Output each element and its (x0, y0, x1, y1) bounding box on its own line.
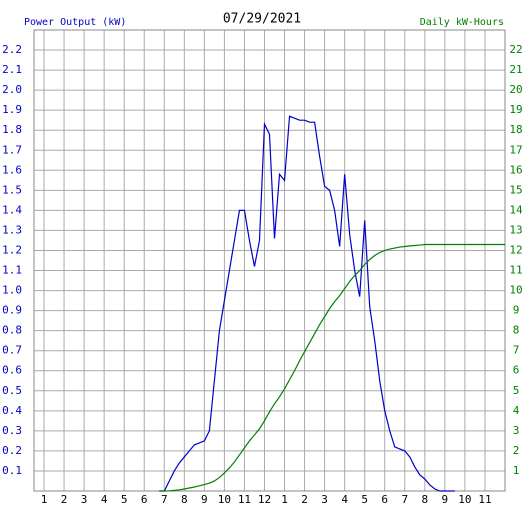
y-tick-label: 2.1 (2, 63, 22, 76)
y2-tick-label: 2 (513, 444, 520, 457)
y2-tick-label: 15 (509, 183, 522, 196)
x-tick-label: 4 (341, 493, 348, 506)
x-tick-label: 12 (258, 493, 271, 506)
x-tick-label: 10 (218, 493, 231, 506)
y-tick-label: 0.3 (2, 424, 22, 437)
x-tick-label: 5 (121, 493, 128, 506)
y-axis-label: Power Output (kW) (24, 17, 126, 28)
y-tick-label: 1.4 (2, 203, 22, 216)
y2-tick-label: 9 (513, 304, 520, 317)
x-tick-label: 7 (161, 493, 168, 506)
y2-tick-label: 18 (509, 123, 522, 136)
y2-tick-label: 12 (509, 243, 522, 256)
y-tick-label: 0.5 (2, 384, 22, 397)
y2-tick-label: 1 (513, 464, 520, 477)
y-tick-label: 1.3 (2, 223, 22, 236)
x-tick-label: 6 (381, 493, 388, 506)
x-tick-label: 10 (458, 493, 471, 506)
y2-tick-label: 17 (509, 143, 522, 156)
y-tick-label: 1.7 (2, 143, 22, 156)
x-tick-label: 11 (478, 493, 491, 506)
y-tick-label: 1.0 (2, 284, 22, 297)
x-tick-label: 9 (201, 493, 208, 506)
y2-tick-label: 6 (513, 364, 520, 377)
x-tick-label: 9 (442, 493, 449, 506)
y-tick-label: 0.2 (2, 444, 22, 457)
y-tick-label: 1.9 (2, 103, 22, 116)
y2-tick-label: 5 (513, 384, 520, 397)
y-tick-label: 1.2 (2, 243, 22, 256)
y-tick-label: 1.6 (2, 163, 22, 176)
x-tick-label: 4 (101, 493, 108, 506)
y2-tick-label: 3 (513, 424, 520, 437)
plot-border (33, 29, 506, 492)
y2-tick-label: 7 (513, 344, 520, 357)
y2-tick-label: 10 (509, 284, 522, 297)
x-tick-label: 7 (401, 493, 408, 506)
x-tick-label: 2 (61, 493, 68, 506)
y2-tick-label: 20 (509, 83, 522, 96)
y2-tick-label: 11 (509, 264, 522, 277)
y2-tick-label: 16 (509, 163, 522, 176)
y-tick-label: 0.7 (2, 344, 22, 357)
data-line (159, 115, 455, 492)
x-tick-label: 1 (281, 493, 288, 506)
y-tick-label: 0.4 (2, 404, 22, 417)
x-tick-label: 2 (301, 493, 308, 506)
chart-title: 07/29/2021 (223, 12, 301, 27)
y-tick-label: 2.2 (2, 43, 22, 56)
y-tick-label: 0.1 (2, 464, 22, 477)
x-tick-label: 11 (238, 493, 251, 506)
x-tick-label: 1 (41, 493, 48, 506)
y2-tick-label: 8 (513, 324, 520, 337)
x-tick-label: 5 (361, 493, 368, 506)
y2-tick-label: 14 (509, 203, 523, 216)
y2-tick-label: 22 (509, 43, 522, 56)
x-tick-label: 6 (141, 493, 148, 506)
y2-tick-label: 21 (509, 63, 522, 76)
y2-axis-label: Daily kW-Hours (420, 17, 504, 28)
x-tick-label: 3 (321, 493, 328, 506)
y-tick-label: 2.0 (2, 83, 22, 96)
y-tick-label: 1.5 (2, 183, 22, 196)
y-tick-label: 0.9 (2, 304, 22, 317)
y2-tick-label: 4 (513, 404, 520, 417)
y2-tick-label: 19 (509, 103, 522, 116)
x-tick-label: 8 (181, 493, 188, 506)
y-tick-label: 1.8 (2, 123, 22, 136)
x-tick-label: 8 (422, 493, 429, 506)
y2-tick-label: 13 (509, 223, 522, 236)
y-tick-label: 0.6 (2, 364, 22, 377)
y-tick-label: 1.1 (2, 264, 22, 277)
x-tick-label: 3 (81, 493, 88, 506)
data-line (159, 243, 505, 492)
y-tick-label: 0.8 (2, 324, 22, 337)
